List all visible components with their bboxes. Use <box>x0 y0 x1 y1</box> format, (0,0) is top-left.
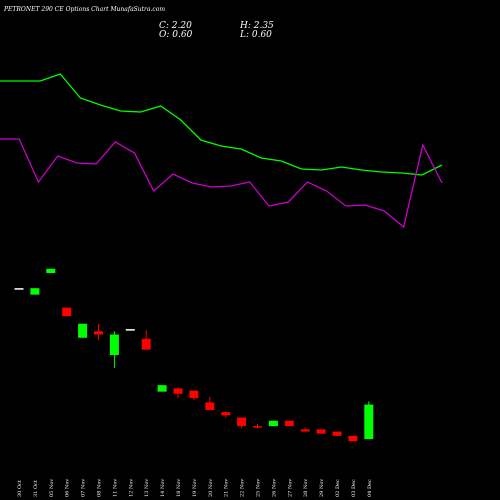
x-tick-label: 04 Dec <box>367 479 373 497</box>
magenta-indicator-line <box>0 138 443 229</box>
x-tick-label: 21 Nov <box>224 479 230 497</box>
candle <box>46 268 56 274</box>
x-tick-label: 11 Nov <box>112 479 118 497</box>
candle <box>157 385 167 392</box>
x-tick-label: 13 Nov <box>144 479 150 497</box>
candle-body <box>348 435 358 442</box>
candle <box>332 431 342 436</box>
candle <box>78 323 88 338</box>
candle-body <box>332 431 342 436</box>
x-tick-label: 12 Nov <box>128 479 134 497</box>
candle-body <box>284 420 294 427</box>
candle-body <box>14 288 24 290</box>
candle-body <box>300 429 310 432</box>
x-tick-label: 08 Nov <box>97 479 103 497</box>
low-readout: L: 0.60 <box>240 30 272 40</box>
green-indicator-line <box>0 73 443 176</box>
open-readout: O: 0.60 <box>159 30 193 40</box>
candle <box>253 423 262 429</box>
chart-title: PETRONET 290 CE Options Chart MunafaSutr… <box>4 6 166 13</box>
candle <box>268 420 278 427</box>
candle <box>316 429 326 434</box>
candle-body <box>109 334 119 355</box>
candle <box>125 329 135 331</box>
candle <box>109 331 119 368</box>
candle <box>284 420 294 427</box>
candle <box>94 323 103 340</box>
x-tick-label: 05 Nov <box>49 479 55 497</box>
candle <box>62 307 72 317</box>
candle <box>348 435 358 442</box>
x-tick-label: 19 Nov <box>192 479 198 497</box>
candle <box>221 411 231 418</box>
x-tick-label: 06 Nov <box>65 479 71 497</box>
x-axis-labels: 30 Oct 31 Oct 05 Nov 06 Nov 07 Nov 08 Nov 11 N… <box>17 479 373 497</box>
x-tick-label: 30 Oct <box>17 480 23 497</box>
high-readout: H: 2.35 <box>240 21 274 31</box>
candle-body <box>316 429 326 434</box>
candle <box>300 427 310 432</box>
x-tick-label: 29 Nov <box>319 479 325 497</box>
candle-body <box>94 331 103 335</box>
close-readout: C: 2.20 <box>159 21 192 31</box>
candle-body <box>189 390 199 399</box>
candle <box>14 288 24 290</box>
candle-body <box>125 329 135 331</box>
candle-body <box>364 404 374 440</box>
x-tick-label: 26 Nov <box>271 479 277 497</box>
candle <box>237 417 247 429</box>
candle-body <box>205 402 215 410</box>
candle-body <box>237 417 247 427</box>
candle <box>364 401 374 440</box>
candle-body <box>221 412 231 416</box>
candle-body <box>173 388 183 394</box>
candle <box>189 390 199 401</box>
x-tick-label: 27 Nov <box>287 479 293 497</box>
candle <box>173 387 183 399</box>
candle <box>141 330 151 350</box>
candle-body <box>30 288 40 295</box>
candle-body <box>46 268 56 274</box>
x-tick-label: 22 Nov <box>240 479 246 497</box>
candle <box>30 288 40 295</box>
candle-body <box>78 323 88 338</box>
x-tick-label: 20 Nov <box>208 479 214 497</box>
x-tick-label: 02 Dec <box>335 479 341 497</box>
upper-indicator-panel <box>0 73 443 229</box>
price-panel <box>14 268 374 442</box>
x-tick-label: 03 Dec <box>351 479 357 497</box>
candle-body <box>157 385 167 392</box>
x-tick-label: 28 Nov <box>303 479 309 497</box>
x-tick-label: 31 Oct <box>33 480 39 497</box>
x-tick-label: 18 Nov <box>176 479 182 497</box>
candle-body <box>268 420 278 427</box>
candle-body <box>62 307 72 317</box>
x-tick-label: 07 Nov <box>81 479 87 497</box>
candle <box>205 397 215 410</box>
candle-body <box>253 426 262 428</box>
x-tick-label: 14 Nov <box>160 479 166 497</box>
x-tick-label: 25 Nov <box>256 479 262 497</box>
candle-body <box>141 338 151 350</box>
